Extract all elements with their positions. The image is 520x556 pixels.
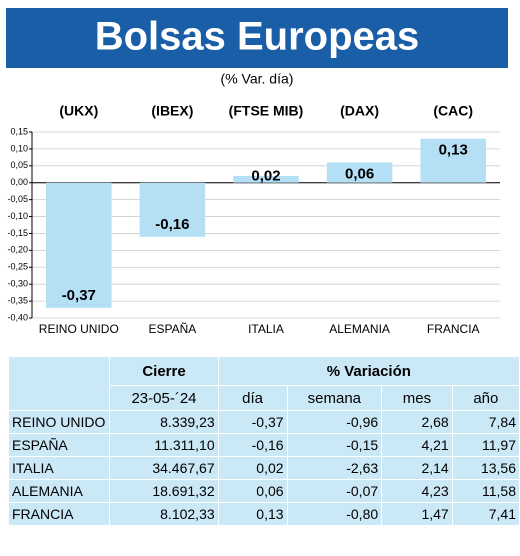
table-cell: año <box>451 385 520 411</box>
x-tick-label: FRANCIA <box>427 322 480 336</box>
table-cell: día <box>217 385 288 411</box>
table-cell: semana <box>286 385 383 411</box>
chart: Bolsas Europeas (% Var. día) 0,15 0,10 0,0… <box>6 8 508 336</box>
index-label: (DAX) <box>340 103 379 119</box>
index-label: (CAC) <box>433 103 473 119</box>
x-tick-label: REINO UNIDO <box>39 322 119 336</box>
data-table: Cierre% Variación 23-05-´24 día semana mes añ… <box>7 356 520 526</box>
table-cell: 11,97 <box>451 433 520 457</box>
table-cell: 7,41 <box>451 502 520 526</box>
value-label: -0,37 <box>62 287 96 304</box>
index-label: (FTSE MIB) <box>229 103 304 119</box>
table-cell: 11.311,10 <box>109 433 219 457</box>
table-row: ALEMANIA 18.691,32 0,06 -0,07 4,23 11,58 <box>7 479 520 503</box>
table-cell: 34.467,67 <box>109 456 219 480</box>
table-cell: -0,16 <box>217 433 288 457</box>
bar <box>233 175 299 183</box>
table-cell: 2,14 <box>381 456 453 480</box>
table-cell: -0,15 <box>286 433 383 457</box>
table-cell: 11,58 <box>451 479 520 503</box>
y-tick-label: -0,30 <box>7 279 28 289</box>
y-tick-label: -0,15 <box>7 228 28 238</box>
y-tick-label: -0,40 <box>7 312 28 322</box>
bar <box>326 162 393 183</box>
table-cell: 0,02 <box>217 456 288 480</box>
table-cell: mes <box>381 385 453 411</box>
y-tick-label: 0,00 <box>10 177 28 187</box>
table-cell: Cierre <box>109 356 219 386</box>
table-cell: -0,96 <box>286 410 383 434</box>
y-tick-label: 0,10 <box>10 143 28 153</box>
table-cell: 0,13 <box>217 502 288 526</box>
table-cell: -2,63 <box>286 456 383 480</box>
table-cell <box>7 356 111 411</box>
table-cell: 7,84 <box>451 410 520 434</box>
table-cell: 4,23 <box>381 479 453 503</box>
table-cell: FRANCIA <box>7 502 111 526</box>
table-cell: -0,07 <box>286 479 383 503</box>
chart-subtitle: (% Var. día) <box>221 71 294 87</box>
table-row: FRANCIA 8.102,33 0,13 -0,80 1,47 7,41 <box>7 502 520 526</box>
table-cell: ESPAÑA <box>7 433 111 457</box>
bar <box>139 182 206 237</box>
index-label: (UKX) <box>59 103 98 119</box>
y-tick-label: 0,05 <box>10 160 28 170</box>
y-tick-label: -0,20 <box>7 245 28 255</box>
table-cell: 0,06 <box>217 479 288 503</box>
table-cell: 8.339,23 <box>109 410 219 434</box>
y-tick-label: -0,35 <box>7 295 28 305</box>
table-cell: 4,21 <box>381 433 453 457</box>
y-tick-label: -0,25 <box>7 262 28 272</box>
title-bar <box>6 8 508 68</box>
table-cell: 2,68 <box>381 410 453 434</box>
index-label: (IBEX) <box>151 103 193 119</box>
chart-title: Bolsas Europeas <box>95 15 420 59</box>
y-tick-label: -0,05 <box>7 194 28 204</box>
table-cell: 1,47 <box>381 502 453 526</box>
bar <box>420 138 486 183</box>
x-tick-label: ITALIA <box>248 322 284 336</box>
y-tick-label: -0,10 <box>7 211 28 221</box>
table-cell: REINO UNIDO <box>7 410 111 434</box>
y-tick-label: 0,15 <box>10 126 28 136</box>
value-label: -0,16 <box>155 216 189 233</box>
table-cell: -0,80 <box>286 502 383 526</box>
table-cell: % Variación <box>217 356 520 386</box>
table-cell: 13,56 <box>451 456 520 480</box>
bar <box>46 182 112 308</box>
table-cell: ALEMANIA <box>7 479 111 503</box>
value-label: 0,13 <box>439 142 468 159</box>
table-row: Cierre% Variación <box>7 356 520 411</box>
table-row: ESPAÑA 11.311,10 -0,16 -0,15 4,21 11,97 <box>7 433 520 457</box>
table-row: REINO UNIDO 8.339,23 -0,37 -0,96 2,68 7,84 <box>7 410 520 434</box>
table-cell: -0,37 <box>217 410 288 434</box>
table-cell: 18.691,32 <box>109 479 219 503</box>
x-tick-label: ALEMANIA <box>329 322 390 336</box>
table-row: ITALIA 34.467,67 0,02 -2,63 2,14 13,56 <box>7 456 520 480</box>
table-cell: ITALIA <box>7 456 111 480</box>
x-tick-label: ESPAÑA <box>149 322 197 336</box>
value-label: 0,06 <box>345 165 374 182</box>
table-cell: 23-05-´24 <box>109 385 219 411</box>
value-label: 0,02 <box>251 168 280 185</box>
table-cell: 8.102,33 <box>109 502 219 526</box>
